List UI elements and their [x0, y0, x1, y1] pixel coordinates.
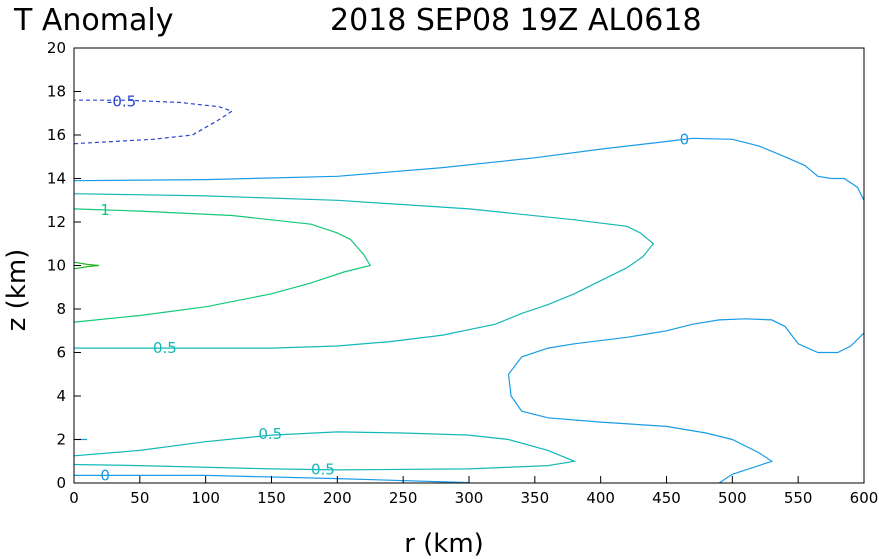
contour-line--0.5-0	[73, 99, 234, 145]
contour-label-2: 1	[100, 201, 110, 219]
chart-title-variable: T Anomaly	[13, 3, 173, 38]
contour-label-6: 0	[100, 466, 110, 484]
y-tick-label: 14	[47, 170, 66, 188]
y-tick-label: 18	[47, 83, 66, 101]
x-tick-label: 600	[850, 489, 879, 507]
x-tick-label: 500	[718, 489, 747, 507]
y-tick-label: 12	[47, 213, 66, 231]
y-tick-label: 4	[56, 387, 66, 405]
y-tick-label: 0	[56, 474, 66, 492]
x-tick-label: 250	[389, 489, 418, 507]
contour-labels: -0.5 0 1 0.5 0.5 0.5 0	[100, 92, 689, 484]
contour-line-1-7	[73, 208, 372, 323]
contour-label-5: 0.5	[311, 461, 335, 479]
contour-line-0-1	[73, 137, 865, 201]
y-tick-label: 10	[47, 257, 66, 275]
x-axis-label: r (km)	[404, 529, 484, 559]
y-tick-label: 6	[56, 344, 66, 362]
x-tick-label: 300	[455, 489, 484, 507]
chart-title-datetime-storm: 2018 SEP08 19Z AL0618	[330, 3, 702, 38]
contour-line-1.5-8	[73, 261, 100, 270]
x-tick-label: 150	[257, 489, 286, 507]
contour-label-3: 0.5	[153, 339, 177, 357]
x-tick-label: 50	[130, 489, 149, 507]
y-tick-label: 16	[47, 126, 66, 144]
x-tick-label: 350	[521, 489, 550, 507]
contour-line-0-2	[507, 318, 865, 484]
x-tick-label: 200	[323, 489, 352, 507]
plot-frame	[73, 47, 865, 484]
x-tick-label: 400	[586, 489, 615, 507]
y-tick-label: 2	[56, 431, 66, 449]
x-tick-label: 550	[784, 489, 813, 507]
contour-label-1: 0	[680, 130, 690, 148]
contour-line-0.5-5	[73, 193, 655, 349]
contour-lines	[73, 99, 865, 484]
y-axis-label: z (km)	[2, 249, 32, 332]
x-axis-ticks: 0 50 100 150 200 250 300 350 400 450 500 550 600	[69, 476, 878, 507]
y-tick-label: 20	[47, 39, 66, 57]
contour-line-0.5-6	[73, 431, 577, 471]
x-tick-label: 450	[652, 489, 681, 507]
x-tick-label: 0	[69, 489, 79, 507]
contour-label-0: -0.5	[107, 92, 136, 110]
x-tick-label: 100	[191, 489, 220, 507]
y-axis-ticks: 0 2 4 6 8 10 12 14 16 18 20	[47, 39, 81, 492]
y-tick-label: 8	[56, 300, 66, 318]
contour-label-4: 0.5	[258, 425, 282, 443]
